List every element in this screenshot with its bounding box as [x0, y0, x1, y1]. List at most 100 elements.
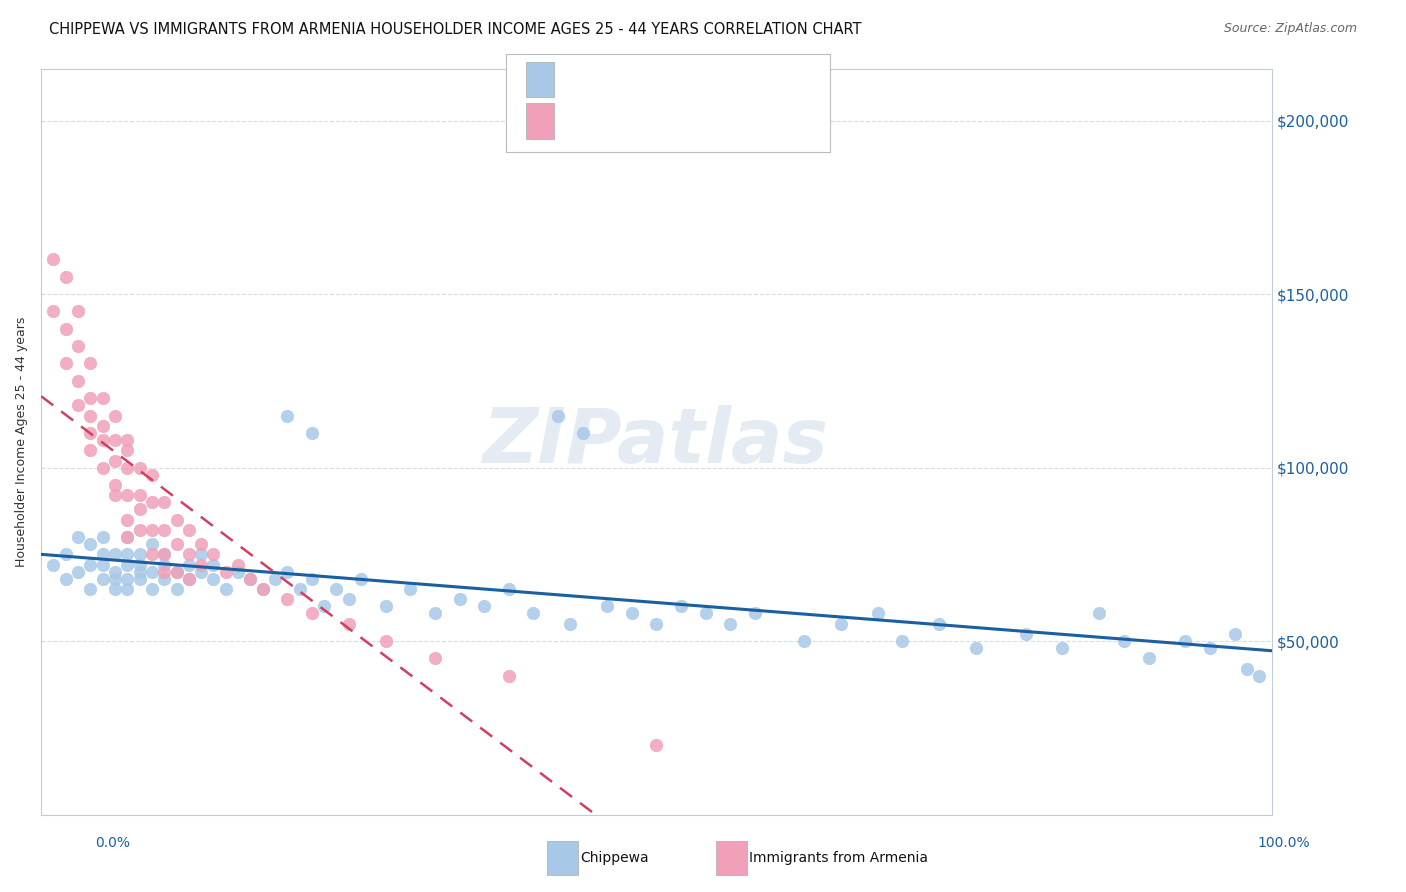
Point	[1052, 640, 1074, 655]
Point	[830, 616, 852, 631]
Point	[202, 558, 225, 572]
Point	[153, 523, 176, 537]
Point	[449, 592, 471, 607]
Point	[337, 616, 360, 631]
Point	[153, 547, 176, 561]
Point	[423, 651, 446, 665]
Text: N =: N =	[668, 114, 714, 128]
Point	[153, 565, 176, 579]
Point	[744, 607, 766, 621]
Point	[153, 558, 176, 572]
Point	[128, 502, 150, 516]
Text: R =: R =	[564, 114, 599, 128]
Point	[55, 322, 77, 336]
Point	[1112, 634, 1135, 648]
Point	[202, 572, 225, 586]
Point	[128, 547, 150, 561]
Point	[252, 582, 274, 596]
Point	[498, 669, 520, 683]
Point	[141, 565, 163, 579]
Point	[288, 582, 311, 596]
Point	[79, 356, 101, 370]
Point	[202, 547, 225, 561]
Point	[117, 513, 139, 527]
Point	[67, 565, 90, 579]
Point	[117, 572, 139, 586]
Point	[79, 425, 101, 440]
Point	[117, 530, 139, 544]
Point	[718, 616, 741, 631]
Point	[276, 565, 298, 579]
Text: 86: 86	[710, 72, 730, 87]
Point	[104, 409, 127, 423]
Point	[166, 513, 188, 527]
Point	[55, 547, 77, 561]
Point	[190, 565, 212, 579]
Point	[239, 572, 262, 586]
Point	[337, 592, 360, 607]
Text: Source: ZipAtlas.com: Source: ZipAtlas.com	[1223, 22, 1357, 36]
Point	[472, 599, 495, 614]
Point	[695, 607, 717, 621]
Point	[91, 391, 114, 405]
Point	[117, 460, 139, 475]
Point	[1223, 627, 1246, 641]
Point	[79, 443, 101, 458]
Point	[128, 565, 150, 579]
Point	[350, 572, 373, 586]
Point	[91, 460, 114, 475]
Point	[104, 433, 127, 447]
Point	[42, 252, 65, 267]
Point	[117, 433, 139, 447]
Text: Chippewa: Chippewa	[581, 851, 650, 865]
Text: R =: R =	[564, 72, 599, 87]
Point	[374, 599, 396, 614]
Point	[141, 467, 163, 482]
Point	[117, 558, 139, 572]
Point	[301, 572, 323, 586]
Point	[891, 634, 914, 648]
Point	[669, 599, 692, 614]
Point	[215, 565, 238, 579]
Point	[79, 558, 101, 572]
Point	[104, 488, 127, 502]
Point	[177, 547, 200, 561]
Text: -0.492: -0.492	[603, 72, 655, 87]
Point	[1137, 651, 1160, 665]
Text: 0.0%: 0.0%	[96, 836, 131, 850]
Point	[276, 592, 298, 607]
Point	[177, 572, 200, 586]
Point	[141, 582, 163, 596]
Point	[571, 425, 593, 440]
Point	[190, 537, 212, 551]
Point	[79, 409, 101, 423]
Point	[301, 607, 323, 621]
Point	[215, 582, 238, 596]
Point	[91, 558, 114, 572]
Point	[104, 582, 127, 596]
Point	[620, 607, 643, 621]
Point	[141, 547, 163, 561]
Point	[91, 572, 114, 586]
Point	[67, 398, 90, 412]
Point	[399, 582, 422, 596]
Point	[128, 488, 150, 502]
Point	[128, 523, 150, 537]
Point	[141, 495, 163, 509]
Point	[91, 530, 114, 544]
Point	[128, 572, 150, 586]
Point	[55, 269, 77, 284]
Point	[645, 738, 668, 752]
Point	[166, 565, 188, 579]
Point	[645, 616, 668, 631]
Point	[91, 547, 114, 561]
Text: N =: N =	[668, 72, 714, 87]
Point	[79, 391, 101, 405]
Point	[117, 530, 139, 544]
Point	[153, 572, 176, 586]
Point	[91, 433, 114, 447]
Point	[276, 409, 298, 423]
Point	[374, 634, 396, 648]
Point	[190, 547, 212, 561]
Point	[67, 530, 90, 544]
